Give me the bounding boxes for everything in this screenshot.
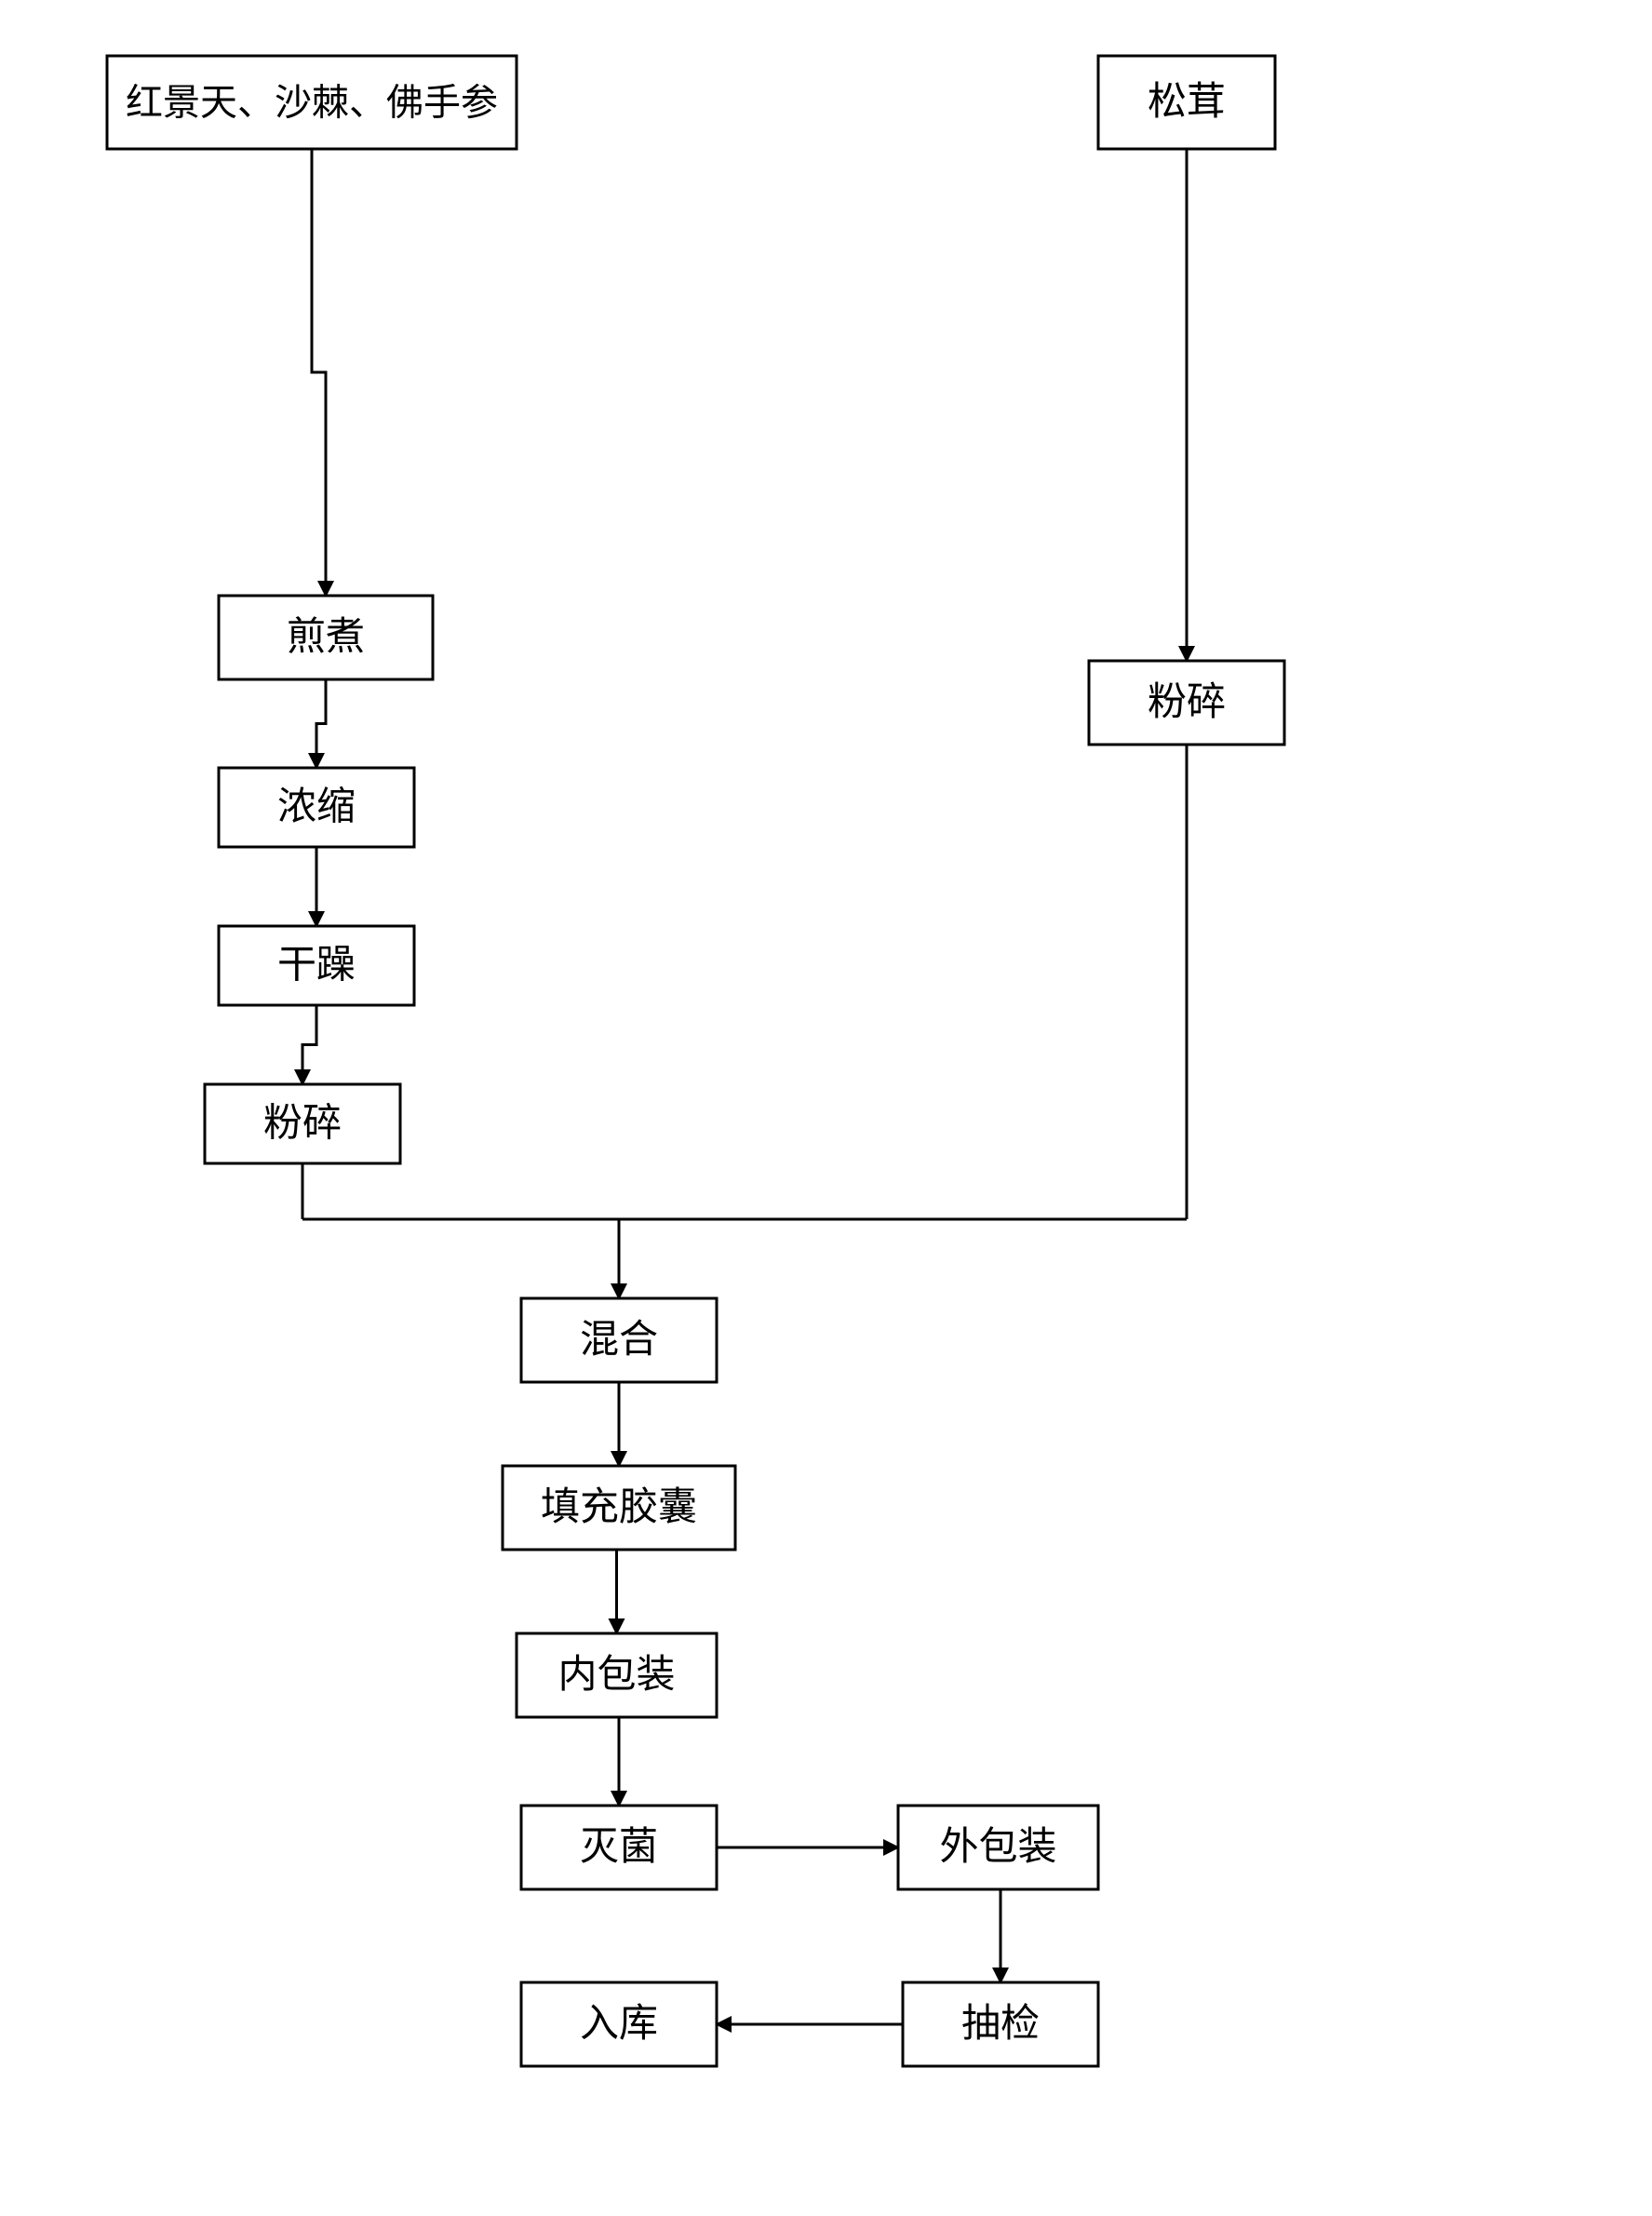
flowchart-node: 抽检 [903,1982,1098,2066]
node-label: 松茸 [1148,81,1226,124]
flowchart-node: 红景天、沙棘、佛手参 [107,56,517,149]
flowchart-node: 粉碎 [1089,661,1284,745]
node-label: 浓缩 [277,786,356,829]
flowchart-node: 煎煮 [219,596,433,679]
node-label: 抽检 [961,2002,1040,2046]
flowchart-node: 松茸 [1098,56,1275,149]
node-label: 填充胶囊 [541,1485,697,1529]
node-label: 煎煮 [287,615,365,659]
node-label: 灭菌 [580,1826,658,1869]
flowchart-node: 外包装 [898,1806,1098,1889]
flowchart-node: 粉碎 [205,1084,400,1163]
node-label: 内包装 [557,1654,675,1697]
node-label: 干躁 [277,945,356,987]
flowchart-node: 混合 [521,1298,717,1382]
edges-group [302,149,1187,2024]
flowchart-edge [302,1005,316,1084]
node-label: 粉碎 [263,1103,342,1146]
flowchart-node: 内包装 [517,1633,717,1717]
node-label: 红景天、沙棘、佛手参 [126,82,498,124]
node-label: 混合 [580,1319,658,1362]
node-label: 入库 [580,2003,658,2046]
node-label: 外包装 [939,1826,1056,1869]
flowchart-node: 入库 [521,1982,717,2066]
flowchart-edge [312,149,326,596]
flowchart-edge [316,679,326,768]
node-label: 粉碎 [1148,681,1226,724]
flowchart-canvas: 红景天、沙棘、佛手参松茸煎煮粉碎浓缩干躁粉碎混合填充胶囊内包装灭菌外包装入库抽检 [0,0,1652,2216]
flowchart-node: 浓缩 [219,768,414,847]
flowchart-node: 填充胶囊 [503,1466,735,1550]
flowchart-node: 灭菌 [521,1806,717,1889]
flowchart-node: 干躁 [219,926,414,1005]
nodes-group: 红景天、沙棘、佛手参松茸煎煮粉碎浓缩干躁粉碎混合填充胶囊内包装灭菌外包装入库抽检 [107,56,1284,2066]
